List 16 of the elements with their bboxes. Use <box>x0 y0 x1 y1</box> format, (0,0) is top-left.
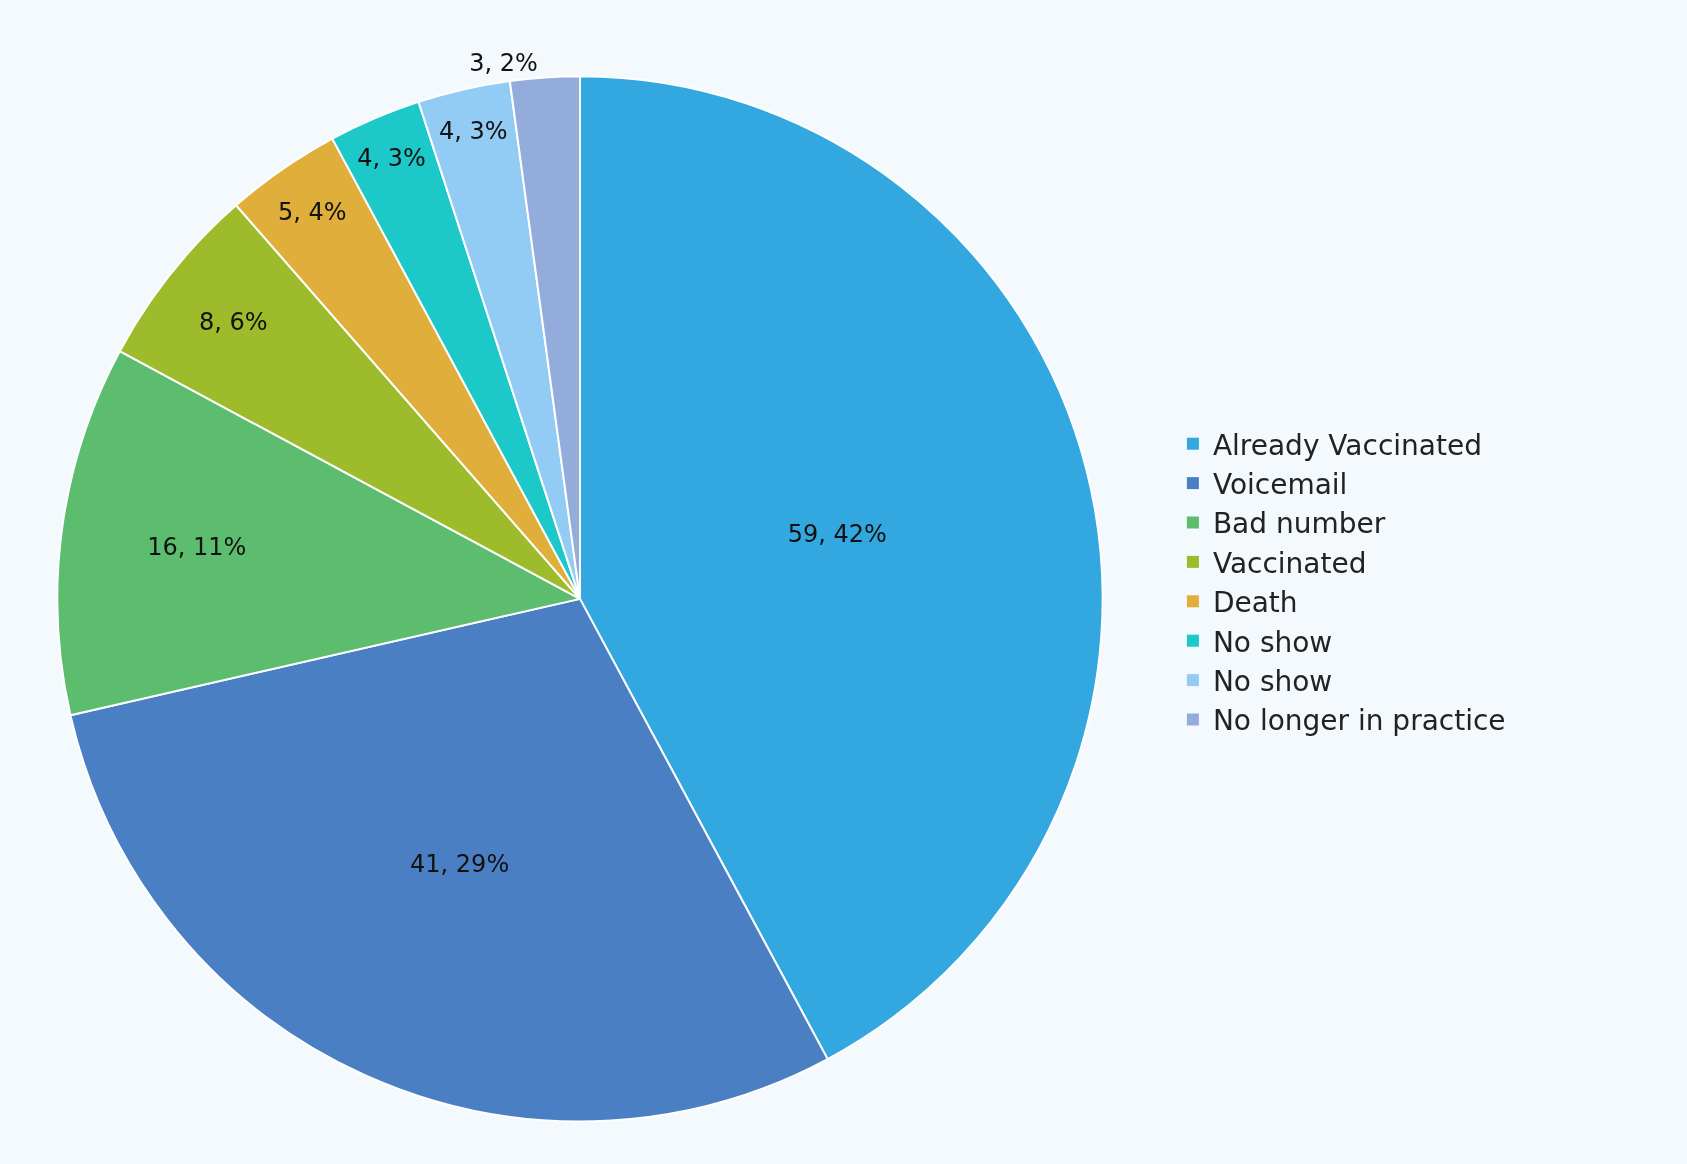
data-label: 8, 6% <box>198 308 268 337</box>
legend-label: Bad number <box>1212 507 1386 541</box>
legend-label: No show <box>1212 665 1333 699</box>
data-label: 3, 2% <box>469 49 538 78</box>
legend-label: No longer in practice <box>1212 704 1506 738</box>
data-label: 4, 3% <box>438 117 508 146</box>
legend-label: Vaccinated <box>1212 546 1367 580</box>
legend-label: Already Vaccinated <box>1212 428 1482 462</box>
legend-label: Death <box>1212 586 1298 620</box>
data-label: 16, 11% <box>147 532 247 561</box>
data-label: 41, 29% <box>410 849 510 878</box>
data-label: 4, 3% <box>357 143 426 172</box>
legend-label: Voicemail <box>1212 468 1348 502</box>
data-label: 5, 4% <box>278 198 347 227</box>
legend-label: No show <box>1212 625 1333 659</box>
data-label: 59, 42% <box>787 520 887 549</box>
